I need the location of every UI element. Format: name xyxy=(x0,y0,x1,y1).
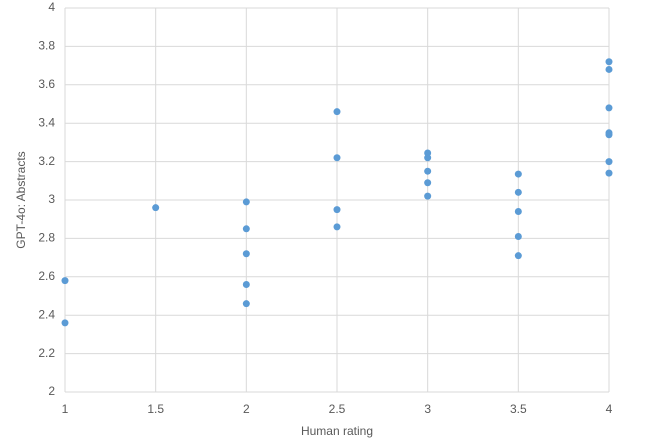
y-tick-label: 3.4 xyxy=(38,115,55,129)
point xyxy=(424,167,432,175)
point xyxy=(152,204,160,212)
x-tick-label: 1 xyxy=(62,402,69,416)
y-tick-label: 2.6 xyxy=(38,269,55,283)
x-tick-label: 2 xyxy=(243,402,250,416)
point xyxy=(242,198,250,206)
point xyxy=(242,250,250,258)
y-tick-label: 4 xyxy=(48,0,55,14)
point xyxy=(605,169,613,177)
x-tick-label: 2.5 xyxy=(329,402,346,416)
point xyxy=(514,188,522,196)
point xyxy=(514,232,522,240)
point xyxy=(242,300,250,308)
point xyxy=(605,65,613,73)
point xyxy=(605,158,613,166)
point xyxy=(333,154,341,162)
x-tick-label: 1.5 xyxy=(147,402,164,416)
point xyxy=(61,277,69,285)
point xyxy=(424,154,432,162)
y-tick-label: 2 xyxy=(48,384,55,398)
y-tick-label: 3.8 xyxy=(38,39,55,53)
point xyxy=(333,108,341,116)
y-axis-label: GPT-4o: Abstracts xyxy=(14,151,28,248)
y-tick-label: 3.6 xyxy=(38,77,55,91)
x-axis-label: Human rating xyxy=(301,424,373,438)
y-tick-label: 3.2 xyxy=(38,154,55,168)
point xyxy=(242,280,250,288)
point xyxy=(424,192,432,200)
point xyxy=(605,131,613,139)
point xyxy=(514,170,522,178)
x-tick-label: 3.5 xyxy=(510,402,527,416)
y-tick-label: 3 xyxy=(48,192,55,206)
x-tick-label: 3 xyxy=(424,402,431,416)
point xyxy=(514,252,522,260)
y-tick-label: 2.4 xyxy=(38,307,55,321)
y-tick-label: 2.8 xyxy=(38,231,55,245)
point xyxy=(61,319,69,327)
point xyxy=(424,149,432,157)
x-tick-label: 4 xyxy=(606,402,613,416)
point xyxy=(333,223,341,231)
point xyxy=(605,58,613,66)
point xyxy=(514,208,522,216)
y-tick-label: 2.2 xyxy=(38,346,55,360)
point xyxy=(242,225,250,233)
point xyxy=(333,206,341,214)
point xyxy=(605,104,613,112)
point xyxy=(424,179,432,187)
